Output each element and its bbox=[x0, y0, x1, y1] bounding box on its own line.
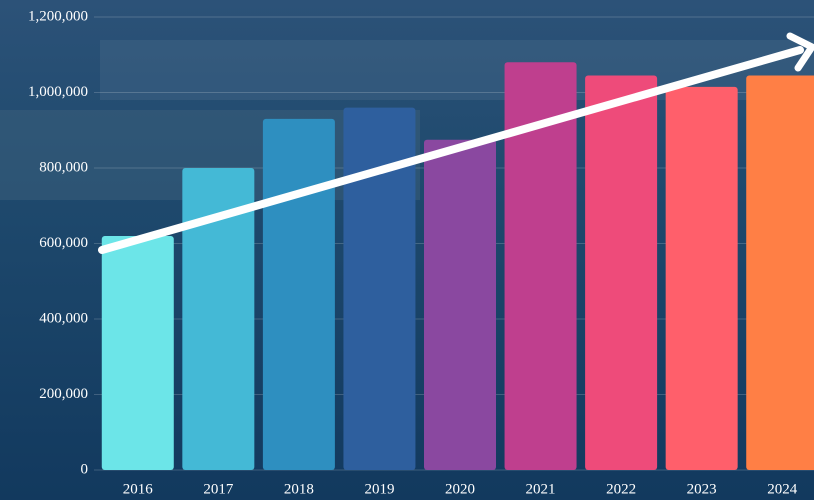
x-tick-label: 2016 bbox=[123, 481, 154, 497]
y-tick-label: 200,000 bbox=[39, 386, 88, 402]
bar bbox=[504, 62, 577, 471]
x-tick-label: 2022 bbox=[606, 481, 636, 497]
y-tick-label: 800,000 bbox=[39, 159, 88, 175]
bar bbox=[343, 107, 416, 470]
bar bbox=[262, 118, 335, 471]
x-tick-label: 2021 bbox=[526, 481, 556, 497]
y-tick-label: 0 bbox=[81, 461, 89, 477]
y-tick-label: 1,200,000 bbox=[28, 8, 88, 24]
y-tick-label: 400,000 bbox=[39, 310, 88, 326]
arrow-head bbox=[786, 32, 814, 72]
bar bbox=[101, 235, 174, 470]
bar bbox=[424, 139, 496, 470]
x-tick-label: 2019 bbox=[364, 481, 394, 497]
bar bbox=[746, 75, 814, 470]
bar bbox=[182, 168, 255, 470]
x-tick-label: 2023 bbox=[687, 481, 717, 497]
trend-arrow bbox=[98, 32, 814, 254]
bar bbox=[665, 86, 738, 471]
x-tick-label: 2017 bbox=[203, 481, 234, 497]
bar bbox=[585, 75, 658, 470]
x-tick-label: 2020 bbox=[445, 481, 475, 497]
y-tick-label: 600,000 bbox=[39, 235, 88, 251]
y-tick-label: 1,000,000 bbox=[28, 84, 88, 100]
x-tick-label: 2018 bbox=[284, 481, 314, 497]
trend-line bbox=[98, 46, 804, 254]
x-tick-label: 2024 bbox=[767, 481, 798, 497]
plot: 0 200,000 400,000 600,000 800,000 1,000,000 1,… bbox=[28, 8, 814, 497]
